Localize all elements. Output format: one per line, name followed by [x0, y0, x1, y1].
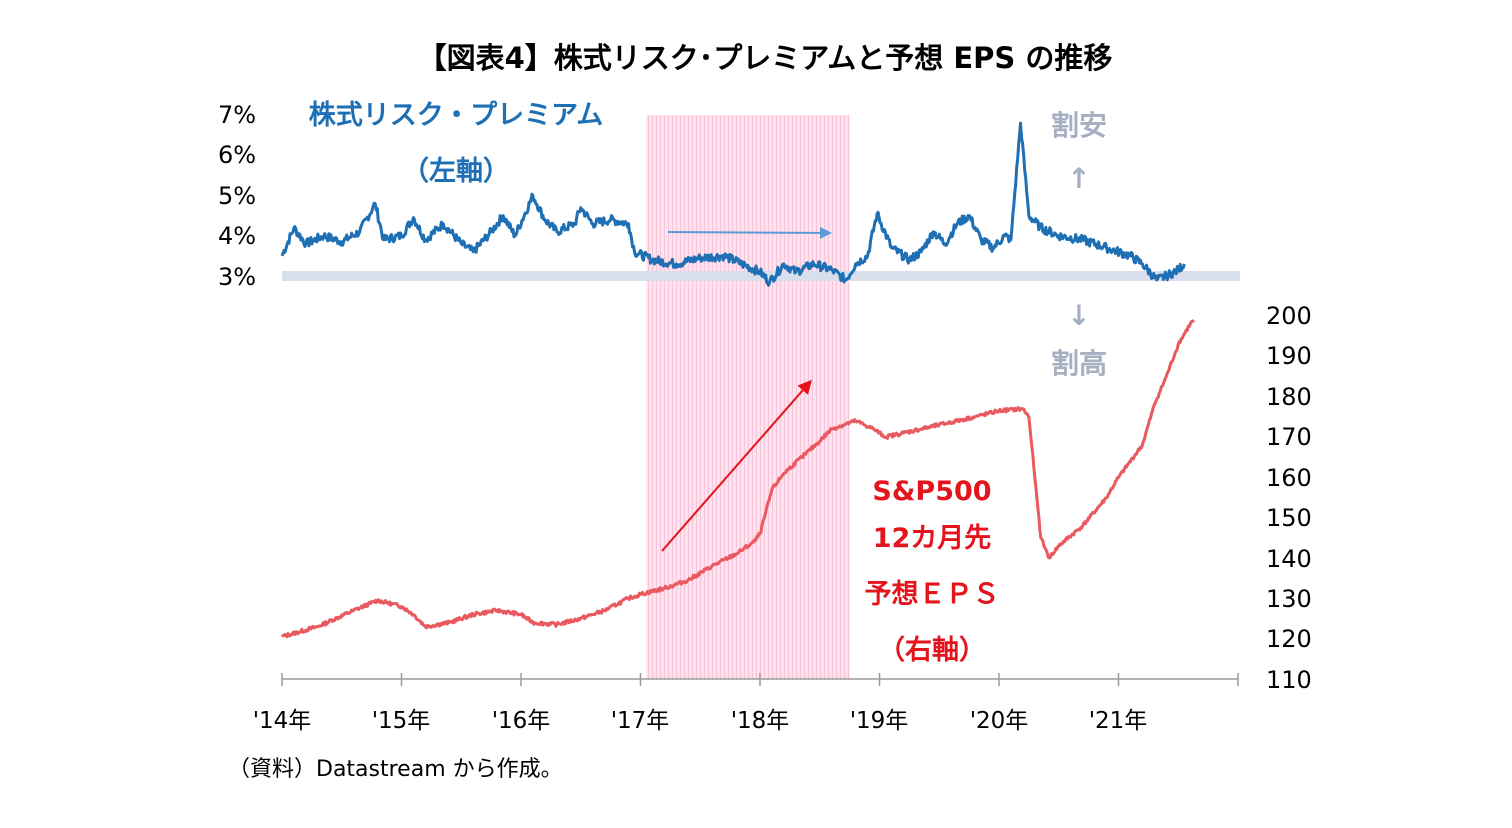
left-tick-label: 6%	[218, 141, 256, 169]
right-tick-label: 120	[1266, 625, 1312, 653]
x-tick-label: '18年	[731, 708, 790, 734]
x-axis-tickmarks	[281, 673, 1239, 686]
eps-label-line4: （右軸）	[878, 635, 986, 666]
left-tick-label: 5%	[218, 182, 256, 210]
right-tick-label: 180	[1266, 383, 1312, 411]
risk-premium-series-line	[280, 121, 1186, 287]
risk-premium-axis-label: （左軸）	[402, 156, 510, 187]
x-tick-label: '19年	[850, 708, 909, 734]
x-tick-label: '20年	[970, 708, 1029, 734]
eps-label-line1: S&P500	[872, 476, 991, 507]
x-tick-label: '17年	[611, 708, 670, 734]
source-note: （資料）Datastream から作成。	[228, 757, 563, 782]
right-tick-label: 130	[1266, 585, 1312, 613]
x-axis: '14年 '15年 '16年 '17年 '18年 '19年 '20年 '21年	[253, 708, 1148, 734]
rising-trend-arrow	[661, 379, 812, 552]
right-tick-label: 160	[1266, 464, 1312, 492]
expensive-label: 割高	[1051, 347, 1107, 380]
eps-label-line2: 12カ月先	[873, 523, 992, 554]
right-tick-label: 200	[1266, 302, 1312, 330]
chart-title: 【図表4】株式リスク･プレミアムと予想 EPS の推移	[418, 41, 1113, 75]
x-tick-label: '16年	[492, 708, 551, 734]
left-tick-label: 7%	[218, 101, 256, 129]
x-tick-label: '15年	[372, 708, 431, 734]
eps-series-line	[280, 319, 1195, 639]
right-tick-label: 190	[1266, 342, 1312, 370]
left-tick-label: 3%	[218, 263, 256, 291]
right-axis: 200 190 180 170 160 150 140 130 120 110	[1266, 302, 1312, 694]
right-tick-label: 170	[1266, 423, 1312, 451]
right-tick-label: 150	[1266, 504, 1312, 532]
right-tick-label: 110	[1266, 666, 1312, 694]
up-arrow-icon: ↑	[1067, 162, 1090, 195]
left-tick-label: 4%	[218, 222, 256, 250]
down-arrow-icon: ↓	[1067, 299, 1090, 332]
highlight-band-stripes	[647, 115, 849, 679]
right-tick-label: 140	[1266, 545, 1312, 573]
cheap-label: 割安	[1051, 109, 1107, 142]
sideways-trend-arrow	[667, 226, 832, 239]
risk-premium-label: 株式リスク・プレミアム	[309, 100, 604, 131]
x-tick-label: '21年	[1089, 708, 1148, 734]
eps-label-line3: 予想ＥＰＳ	[865, 579, 1000, 610]
left-axis: 7% 6% 5% 4% 3%	[218, 101, 256, 291]
x-tick-label: '14年	[253, 708, 312, 734]
